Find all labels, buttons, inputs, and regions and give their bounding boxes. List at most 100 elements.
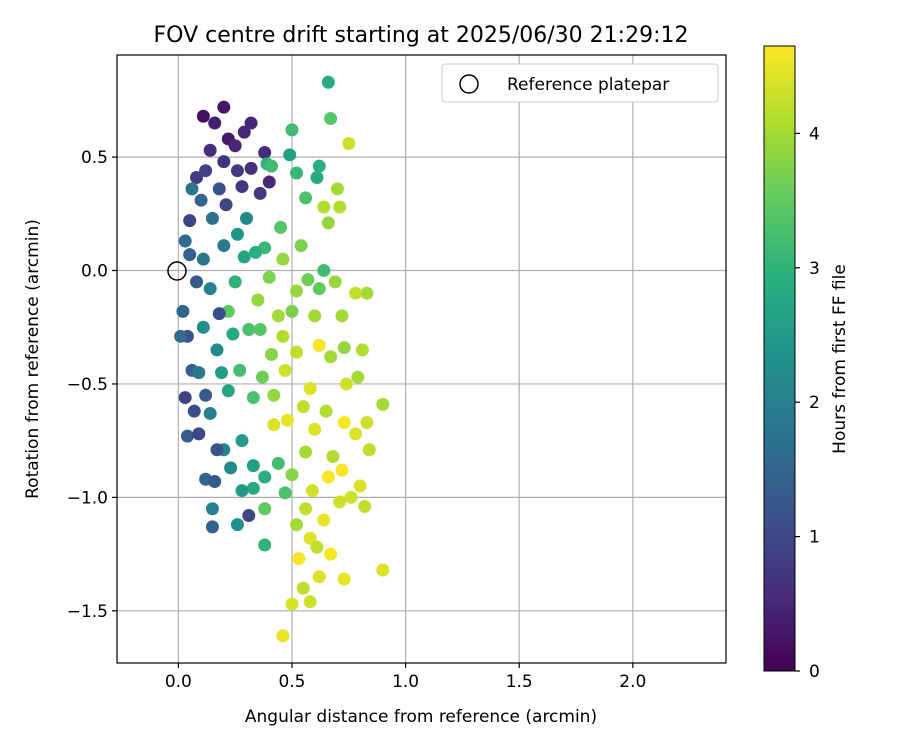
- scatter-point: [296, 400, 310, 414]
- scatter-point: [349, 427, 363, 441]
- scatter-point: [276, 629, 290, 643]
- scatter-point: [187, 404, 201, 418]
- scatter-point: [226, 327, 240, 341]
- scatter-point: [192, 366, 206, 380]
- scatter-point: [237, 125, 251, 139]
- scatter-point: [271, 309, 285, 323]
- scatter-point: [360, 416, 374, 430]
- colorbar-tick-label: 2: [809, 393, 820, 413]
- scatter-point: [321, 216, 335, 230]
- scatter-point: [360, 286, 374, 300]
- scatter-point: [228, 139, 242, 153]
- scatter-point: [333, 495, 347, 509]
- colorbar-tick-label: 3: [809, 259, 820, 279]
- colorbar-ticks: 0 1 2 3 4: [795, 124, 820, 682]
- scatter-point: [265, 159, 279, 173]
- scatter-point: [203, 282, 217, 296]
- scatter-point: [292, 552, 306, 566]
- scatter-point: [212, 182, 226, 196]
- scatter-point: [274, 220, 288, 234]
- scatter-point: [246, 481, 260, 495]
- scatter-point: [376, 563, 390, 577]
- scatter-point: [205, 520, 219, 534]
- scatter-point: [299, 445, 313, 459]
- scatter-point: [283, 148, 297, 162]
- scatter-point: [290, 518, 304, 532]
- scatter-point: [335, 463, 349, 477]
- scatter-point: [230, 518, 244, 532]
- scatter-point: [290, 345, 304, 359]
- scatter-point: [224, 461, 238, 475]
- scatter-point: [196, 320, 210, 334]
- scatter-point: [310, 540, 324, 554]
- scatter-point: [199, 388, 213, 402]
- scatter-point: [337, 416, 351, 430]
- scatter-point: [310, 171, 324, 185]
- scatter-point: [308, 422, 322, 436]
- scatter-point: [196, 252, 210, 266]
- scatter-point: [353, 479, 367, 493]
- scatter-point: [235, 180, 249, 194]
- scatter-point: [253, 186, 267, 200]
- scatter-point: [267, 418, 281, 432]
- scatter-point: [240, 211, 254, 225]
- scatter-point: [267, 388, 281, 402]
- scatter-point: [324, 112, 338, 126]
- scatter-point: [246, 391, 260, 405]
- scatter-point: [303, 595, 317, 609]
- x-tick-label: 2.0: [619, 672, 646, 692]
- scatter-point: [215, 366, 229, 380]
- scatter-point: [205, 211, 219, 225]
- scatter-point: [290, 284, 304, 298]
- scatter-point: [330, 182, 344, 196]
- scatter-point: [217, 100, 231, 114]
- scatter-point: [196, 109, 210, 123]
- scatter-point: [235, 484, 249, 498]
- scatter-point: [199, 164, 213, 178]
- scatter-point: [180, 429, 194, 443]
- scatter-point: [212, 307, 226, 321]
- scatter-point: [355, 343, 369, 357]
- scatter-point: [312, 159, 326, 173]
- scatter-point: [349, 286, 363, 300]
- scatter-point: [242, 509, 256, 523]
- scatter-point: [176, 304, 190, 318]
- scatter-point: [271, 456, 285, 470]
- colorbar: 0 1 2 3 4 Hours from first FF file: [763, 45, 850, 682]
- chart-title: FOV centre drift starting at 2025/06/30 …: [154, 23, 689, 48]
- scatter-point: [244, 116, 258, 130]
- scatter-point: [230, 227, 244, 241]
- scatter-point: [340, 377, 354, 391]
- scatter-point: [290, 166, 304, 180]
- scatter-point: [285, 468, 299, 482]
- scatter-point: [262, 270, 276, 284]
- x-tick-label: 1.0: [392, 672, 419, 692]
- colorbar-tick-label: 1: [809, 528, 820, 548]
- scatter-point: [285, 123, 299, 137]
- scatter-point: [319, 404, 333, 418]
- scatter-point: [294, 239, 308, 253]
- scatter-point: [233, 363, 247, 377]
- scatter-point: [208, 475, 222, 489]
- x-tick-label: 0.0: [165, 672, 192, 692]
- y-tick-label: 0.0: [81, 262, 108, 282]
- x-tick-label: 1.5: [506, 672, 533, 692]
- scatter-point: [317, 513, 331, 527]
- scatter-point: [262, 175, 276, 189]
- scatter-point: [337, 572, 351, 586]
- scatter-point: [217, 239, 231, 253]
- scatter-point: [342, 136, 356, 150]
- scatter-point: [317, 200, 331, 214]
- scatter-point: [210, 343, 224, 357]
- scatter-point: [237, 250, 251, 264]
- scatter-point: [183, 248, 197, 262]
- x-tick-label: 0.5: [278, 672, 305, 692]
- scatter-point: [299, 502, 313, 516]
- y-axis-label: Rotation from reference (arcmin): [23, 219, 43, 499]
- scatter-point: [285, 304, 299, 318]
- scatter-point: [308, 309, 322, 323]
- points-layer: [174, 75, 390, 643]
- scatter-point: [305, 484, 319, 498]
- plot-frame: [116, 54, 727, 664]
